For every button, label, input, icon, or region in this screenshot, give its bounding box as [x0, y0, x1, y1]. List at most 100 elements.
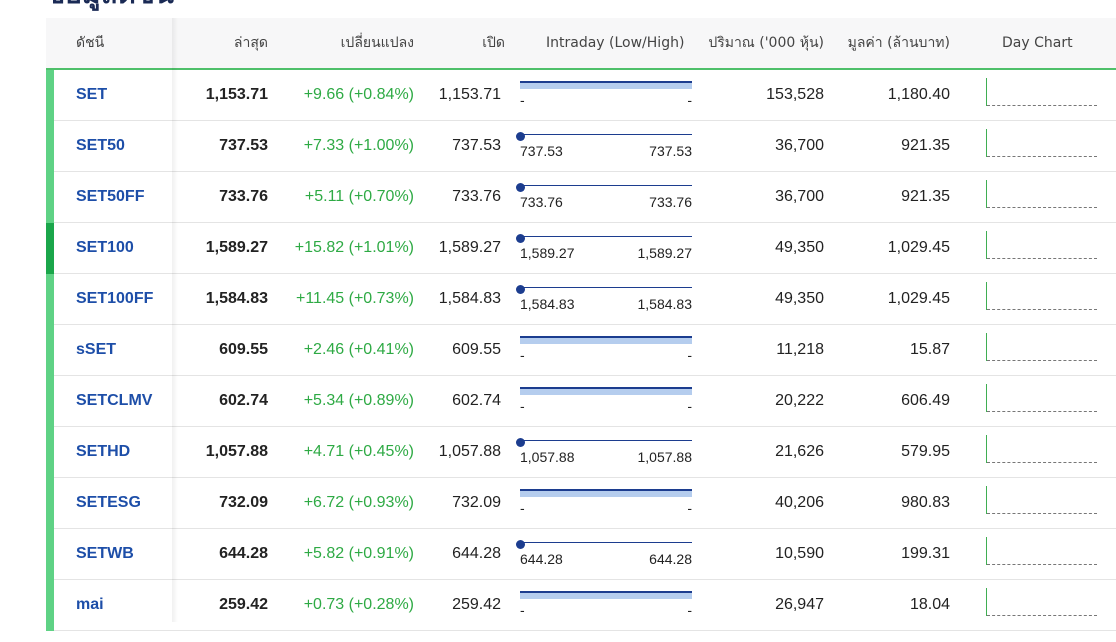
- open-price: 732.09: [452, 494, 501, 511]
- table-row[interactable]: SETESG 732.09 +6.72 (+0.93%) 732.09- -40,206…: [46, 478, 1116, 529]
- row-accent-bar: [46, 121, 54, 172]
- last-price: 609.55: [219, 341, 268, 358]
- day-chart-sparkline[interactable]: [986, 486, 1098, 516]
- open-price: 1,153.71: [438, 86, 501, 103]
- trade-value: 18.04: [909, 596, 950, 613]
- intraday-range-bar: [516, 540, 692, 549]
- index-name-link[interactable]: SET100: [76, 239, 134, 256]
- intraday-marker: [516, 132, 525, 141]
- intraday-high: 733.76: [649, 194, 692, 210]
- day-chart-sparkline[interactable]: [986, 537, 1098, 567]
- open-price: 737.53: [452, 137, 501, 154]
- index-name-link[interactable]: mai: [76, 596, 104, 613]
- table-row[interactable]: sSET 609.55 +2.46 (+0.41%) 609.55- -11,218 15…: [46, 325, 1116, 376]
- open-price: 602.74: [452, 392, 501, 409]
- index-name-link[interactable]: SET50: [76, 137, 125, 154]
- intraday-range: 644.28 644.28: [516, 540, 692, 574]
- header-index[interactable]: ดัชนี: [76, 35, 105, 51]
- table-row[interactable]: SETHD 1,057.88 +4.71 (+0.45%) 1,057.88 1,057…: [46, 427, 1116, 478]
- intraday-high: -: [687, 398, 692, 414]
- intraday-low: 1,057.88: [520, 449, 575, 465]
- row-accent-bar: [46, 325, 54, 376]
- header-intraday[interactable]: Intraday (Low/High): [546, 35, 685, 51]
- index-name-link[interactable]: SET: [76, 86, 108, 103]
- day-chart-axis: [986, 231, 987, 259]
- day-chart-baseline: [987, 258, 1097, 259]
- day-chart-axis: [986, 333, 987, 361]
- day-chart-baseline: [987, 513, 1097, 514]
- day-chart-sparkline[interactable]: [986, 384, 1098, 414]
- table-row[interactable]: SET50 737.53 +7.33 (+1.00%) 737.53 737.53 737…: [46, 121, 1116, 172]
- day-chart-sparkline[interactable]: [986, 129, 1098, 159]
- intraday-low: 644.28: [520, 551, 563, 567]
- intraday-range: 733.76 733.76: [516, 183, 692, 217]
- day-chart-axis: [986, 435, 987, 463]
- price-change: +6.72 (+0.93%): [303, 494, 414, 511]
- day-chart-baseline: [987, 360, 1097, 361]
- intraday-high: -: [687, 500, 692, 516]
- index-table: ดัชนี ล่าสุด เปลี่ยนแปลง เปิด Intraday (…: [46, 18, 1116, 631]
- header-value[interactable]: มูลค่า (ล้านบาท): [847, 35, 950, 51]
- volume: 21,626: [775, 443, 824, 460]
- index-name-link[interactable]: sSET: [76, 341, 117, 358]
- day-chart-sparkline[interactable]: [986, 180, 1098, 210]
- intraday-range-bar: [520, 81, 692, 89]
- intraday-low: -: [520, 602, 525, 618]
- header-last[interactable]: ล่าสุด: [233, 35, 268, 51]
- day-chart-baseline: [987, 462, 1097, 463]
- price-change: +15.82 (+1.01%): [294, 239, 414, 256]
- intraday-range: --: [520, 489, 692, 523]
- price-change: +4.71 (+0.45%): [303, 443, 414, 460]
- intraday-high: 644.28: [649, 551, 692, 567]
- index-name-link[interactable]: SET50FF: [76, 188, 145, 205]
- index-name-link[interactable]: SETWB: [76, 545, 134, 562]
- table-row[interactable]: SET100FF 1,584.83 +11.45 (+0.73%) 1,584.83 1…: [46, 274, 1116, 325]
- intraday-low: 1,584.83: [520, 296, 575, 312]
- price-change: +11.45 (+0.73%): [295, 290, 414, 307]
- index-name-link[interactable]: SETESG: [76, 494, 141, 511]
- trade-value: 980.83: [901, 494, 950, 511]
- table-row[interactable]: SETWB 644.28 +5.82 (+0.91%) 644.28 644.28 644…: [46, 529, 1116, 580]
- intraday-low: -: [520, 398, 525, 414]
- index-name-link[interactable]: SETCLMV: [76, 392, 153, 409]
- day-chart-sparkline[interactable]: [986, 78, 1098, 108]
- table-row[interactable]: SET50FF 733.76 +5.11 (+0.70%) 733.76 733.76 7…: [46, 172, 1116, 223]
- day-chart-axis: [986, 588, 987, 616]
- table-row[interactable]: SET 1,153.71 +9.66 (+0.84%) 1,153.71- -153,5…: [46, 70, 1116, 121]
- last-price: 1,584.83: [205, 290, 268, 307]
- index-name-link[interactable]: SET100FF: [76, 290, 154, 307]
- intraday-low: 737.53: [520, 143, 563, 159]
- day-chart-sparkline[interactable]: [986, 231, 1098, 261]
- day-chart-sparkline[interactable]: [986, 282, 1098, 312]
- table-row[interactable]: SET100 1,589.27 +15.82 (+1.01%) 1,589.27 1,5…: [46, 223, 1116, 274]
- table-row[interactable]: mai 259.42 +0.73 (+0.28%) 259.42- -26,947 18.…: [46, 580, 1116, 631]
- day-chart-baseline: [987, 615, 1097, 616]
- volume: 26,947: [775, 596, 824, 613]
- price-change: +5.34 (+0.89%): [303, 392, 414, 409]
- intraday-high: 1,584.83: [637, 296, 693, 312]
- intraday-range-bar: [520, 336, 692, 344]
- volume: 36,700: [775, 137, 824, 154]
- day-chart-sparkline[interactable]: [986, 435, 1098, 465]
- trade-value: 1,029.45: [887, 239, 950, 256]
- volume: 49,350: [775, 239, 824, 256]
- volume: 153,528: [766, 86, 824, 103]
- header-change[interactable]: เปลี่ยนแปลง: [340, 35, 414, 51]
- day-chart-sparkline[interactable]: [986, 588, 1098, 618]
- intraday-range: --: [520, 387, 692, 421]
- intraday-high: -: [687, 602, 692, 618]
- header-open[interactable]: เปิด: [482, 35, 505, 51]
- table-row[interactable]: SETCLMV 602.74 +5.34 (+0.89%) 602.74- -20,22…: [46, 376, 1116, 427]
- trade-value: 199.31: [901, 545, 950, 562]
- header-volume[interactable]: ปริมาณ ('000 หุ้น): [708, 35, 824, 51]
- price-change: +0.73 (+0.28%): [303, 596, 414, 613]
- day-chart-sparkline[interactable]: [986, 333, 1098, 363]
- intraday-low: 733.76: [520, 194, 563, 210]
- intraday-marker: [516, 438, 525, 447]
- intraday-marker: [516, 540, 525, 549]
- row-accent-bar: [46, 376, 54, 427]
- day-chart-baseline: [987, 207, 1097, 208]
- index-name-link[interactable]: SETHD: [76, 443, 131, 460]
- trade-value: 15.87: [909, 341, 950, 358]
- day-chart-axis: [986, 282, 987, 310]
